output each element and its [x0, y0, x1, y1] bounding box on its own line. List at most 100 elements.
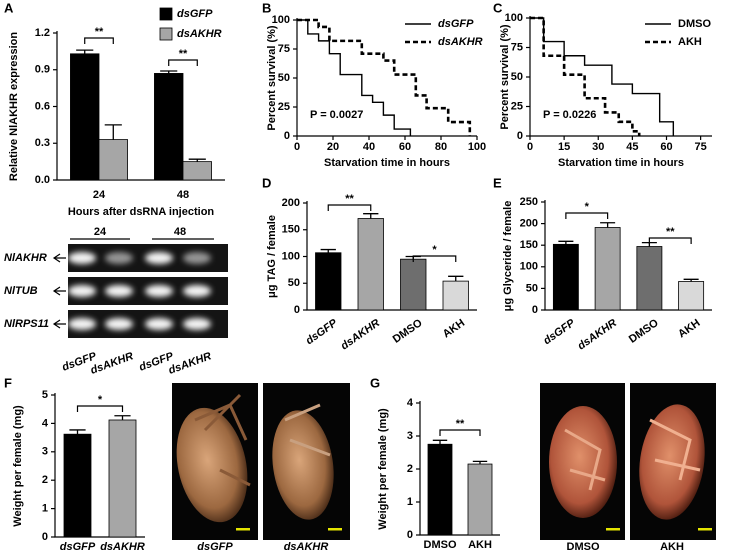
panel-label: B — [262, 0, 271, 15]
significance-bracket — [76, 405, 124, 412]
y-tick-label: 0 — [532, 304, 538, 316]
y-tick-label: 1 — [42, 503, 48, 515]
y-tick-label: 100 — [520, 261, 538, 273]
bar — [636, 246, 663, 311]
y-tick-label: 0.0 — [35, 174, 50, 186]
significance-label: ** — [345, 193, 354, 205]
x-tick-label: 24 — [93, 189, 106, 201]
gene-label: NlRPS11 — [4, 318, 49, 330]
x-axis-label: Hours after dsRNA injection — [68, 206, 215, 218]
x-tick-label: 48 — [177, 189, 189, 201]
y-tick-label: 200 — [520, 218, 538, 230]
legend-swatch — [159, 7, 173, 21]
y-tick-label: 1.2 — [35, 27, 50, 39]
bar — [70, 53, 100, 181]
x-tick-label: DMSO — [391, 317, 425, 346]
gel-image: 24 48 NlAKHR NlTUB NlRPS11 — [4, 226, 228, 338]
significance-label: ** — [666, 226, 675, 238]
x-tick-label: dsGFP — [60, 541, 96, 553]
insect-leg — [564, 428, 606, 491]
x-tick-label: 60 — [399, 141, 411, 153]
significance-label: * — [585, 201, 590, 213]
survival-line — [297, 18, 472, 136]
error-bar — [448, 275, 464, 282]
y-tick-label: 75 — [511, 41, 523, 53]
x-tick-label: dsGFP — [304, 317, 340, 348]
gel-band — [105, 252, 133, 264]
x-tick-label: 30 — [592, 141, 604, 153]
x-tick-label: 60 — [660, 141, 672, 153]
y-tick-label: 50 — [278, 72, 290, 84]
x-tick-label: 75 — [695, 141, 707, 153]
y-tick-label: 0 — [42, 531, 48, 543]
x-axis-label: Starvation time in hours — [324, 157, 450, 169]
p-value: P = 0.0226 — [543, 109, 596, 121]
x-tick-label: 80 — [435, 141, 447, 153]
x-tick-label: 45 — [626, 141, 638, 153]
x-tick-label: 0 — [527, 141, 533, 153]
significance-bracket — [648, 237, 692, 244]
significance-bracket — [84, 37, 114, 44]
error-bar — [188, 158, 206, 162]
gel-band — [145, 285, 173, 297]
bar — [357, 218, 384, 311]
error-bar — [320, 248, 336, 253]
scale-bar — [606, 528, 620, 531]
error-bar — [160, 70, 178, 74]
x-tick-label: dsAKHR — [339, 317, 382, 352]
significance-bracket — [565, 212, 609, 219]
x-tick-label: AKH — [468, 539, 492, 551]
y-tick-label: 4 — [407, 397, 414, 409]
y-tick-label: 250 — [520, 196, 538, 208]
bar — [98, 139, 128, 181]
gel-band — [145, 318, 173, 330]
gel-band — [183, 252, 211, 264]
gel-band — [68, 252, 96, 264]
gel-band — [183, 285, 211, 297]
photo-label: dsAKHR — [284, 541, 329, 553]
y-tick-label: 50 — [526, 282, 538, 294]
insect-leg — [649, 418, 701, 481]
survival-line — [530, 16, 641, 136]
error-bar — [432, 439, 448, 445]
error-bar — [76, 49, 94, 54]
gel-band — [68, 318, 96, 330]
y-tick-label: 2 — [407, 463, 413, 475]
y-axis-label: Percent survival (%) — [499, 24, 511, 129]
y-tick-label: 150 — [282, 224, 300, 236]
y-axis-label: Relative NlAKHR expression — [8, 32, 20, 181]
bar — [442, 280, 469, 311]
y-tick-label: 200 — [282, 197, 300, 209]
y-axis-label: μg TAG / female — [266, 215, 278, 298]
y-axis-label: μg Glyceride / female — [502, 201, 514, 312]
y-tick-label: 25 — [511, 100, 523, 112]
y-tick-label: 3 — [407, 430, 413, 442]
x-tick-label: 20 — [327, 141, 339, 153]
gene-arrow — [52, 319, 66, 329]
bar — [108, 419, 137, 538]
y-axis-label: Percent survival (%) — [266, 25, 278, 130]
panel-label: D — [262, 175, 271, 190]
y-tick-label: 25 — [278, 101, 290, 113]
scale-bar — [328, 528, 342, 531]
legend-label: dsGFP — [177, 8, 213, 20]
photo-panel: dsGFP dsAKHR DMSO AKH — [172, 383, 716, 553]
error-bar — [600, 222, 616, 228]
error-bar — [558, 240, 574, 245]
legend-label: dsAKHR — [438, 36, 483, 48]
y-tick-label: 0 — [284, 130, 290, 142]
bar — [467, 463, 493, 536]
y-tick-label: 150 — [520, 239, 538, 251]
insect-leg — [284, 403, 331, 457]
gel-band — [183, 318, 211, 330]
gene-arrow — [52, 253, 66, 263]
significance-label: * — [98, 394, 103, 406]
bar — [63, 433, 92, 538]
y-tick-label: 0 — [517, 130, 523, 142]
panel-label: F — [4, 375, 12, 390]
x-tick-label: AKH — [441, 317, 467, 341]
photo-label: dsGFP — [197, 541, 233, 553]
photo-label: DMSO — [567, 541, 600, 553]
significance-bracket — [168, 59, 198, 66]
